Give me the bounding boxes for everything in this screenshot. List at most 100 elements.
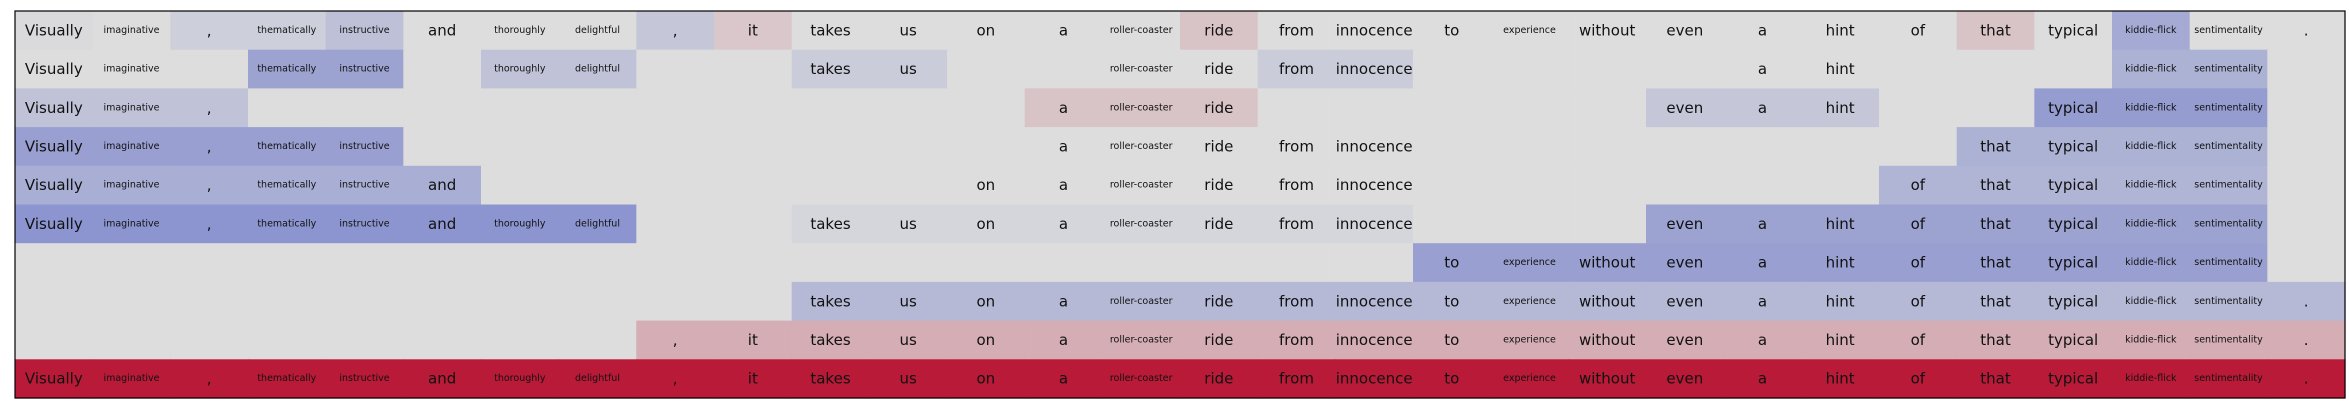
heatmap-cell bbox=[1024, 165, 1103, 206]
heatmap-cell bbox=[1024, 243, 1103, 283]
heatmap-cell bbox=[1413, 243, 1492, 283]
token-label: of bbox=[1911, 254, 1926, 272]
heatmap-cell bbox=[1723, 11, 1802, 51]
heatmap-cell bbox=[1180, 49, 1259, 89]
heatmap-cell bbox=[1335, 165, 1414, 206]
token-label: it bbox=[748, 370, 758, 388]
token-label: of bbox=[1911, 176, 1926, 194]
heatmap-cell bbox=[15, 11, 94, 51]
heatmap-cell bbox=[869, 204, 948, 244]
token-label: innocence bbox=[1336, 292, 1413, 310]
token-label: from bbox=[1279, 137, 1314, 155]
token-label: delightful bbox=[575, 64, 620, 75]
heatmap-cell bbox=[1024, 127, 1103, 167]
token-label: that bbox=[1980, 215, 2011, 233]
token-label: takes bbox=[810, 370, 850, 388]
heatmap-cell bbox=[92, 359, 171, 399]
heatmap-cell bbox=[1879, 165, 1958, 206]
heatmap-cell bbox=[558, 127, 637, 167]
heatmap-cell bbox=[1024, 88, 1103, 128]
token-label: roller-coaster bbox=[1110, 25, 1173, 36]
token-label: typical bbox=[2048, 137, 2098, 155]
heatmap-cell bbox=[1180, 281, 1259, 322]
token-label: takes bbox=[810, 60, 850, 78]
token-label: ride bbox=[1204, 292, 1233, 310]
heatmap-cell bbox=[1956, 320, 2035, 360]
token-label: ride bbox=[1204, 176, 1233, 194]
heatmap-cell bbox=[1490, 88, 1569, 128]
heatmap-cell bbox=[558, 359, 637, 399]
heatmap-cell bbox=[2034, 165, 2113, 206]
heatmap-cell bbox=[2112, 11, 2191, 51]
heatmap-cell bbox=[1568, 127, 1647, 167]
heatmap-cell bbox=[15, 243, 94, 283]
token-label: , bbox=[207, 21, 212, 39]
heatmap-cell bbox=[1180, 359, 1259, 399]
token-label: typical bbox=[2048, 331, 2098, 349]
heatmap-cell bbox=[15, 320, 94, 360]
token-label: typical bbox=[2048, 292, 2098, 310]
token-label: instructive bbox=[339, 180, 389, 191]
heatmap-cell bbox=[1180, 320, 1259, 360]
token-label: and bbox=[428, 176, 456, 194]
token-label: a bbox=[1758, 292, 1767, 310]
heatmap-cell bbox=[558, 320, 637, 360]
heatmap-cell bbox=[1646, 127, 1725, 167]
heatmap-cell bbox=[791, 11, 870, 51]
token-label: Visually bbox=[25, 137, 83, 155]
heatmap-cell bbox=[1413, 49, 1492, 89]
heatmap-cell bbox=[2034, 127, 2113, 167]
heatmap-cell bbox=[1180, 204, 1259, 244]
heatmap-cell bbox=[869, 243, 948, 283]
token-label: imaginative bbox=[103, 141, 159, 152]
token-label: thematically bbox=[257, 25, 316, 36]
heatmap-cell bbox=[248, 49, 327, 89]
heatmap-cell bbox=[791, 320, 870, 360]
heatmap-cell bbox=[2034, 243, 2113, 283]
heatmap-cell bbox=[403, 243, 482, 283]
heatmap-cell bbox=[1568, 243, 1647, 283]
heatmap-cell bbox=[481, 49, 560, 89]
heatmap-cell bbox=[2034, 11, 2113, 51]
heatmap-cell bbox=[947, 88, 1026, 128]
token-label: innocence bbox=[1336, 331, 1413, 349]
heatmap-cell bbox=[403, 11, 482, 51]
token-label: , bbox=[207, 370, 212, 388]
token-label: that bbox=[1980, 21, 2011, 39]
token-label: even bbox=[1666, 21, 1703, 39]
token-label: typical bbox=[2048, 370, 2098, 388]
heatmap-cell bbox=[15, 359, 94, 399]
token-label: from bbox=[1279, 331, 1314, 349]
heatmap-cell bbox=[2267, 243, 2346, 283]
heatmap-cell bbox=[1879, 127, 1958, 167]
token-label: experience bbox=[1503, 25, 1556, 36]
heatmap-cell bbox=[1413, 320, 1492, 360]
token-label: kiddie-flick bbox=[2125, 180, 2177, 191]
token-label: that bbox=[1980, 292, 2011, 310]
heatmap-cell bbox=[2112, 127, 2191, 167]
token-label: ride bbox=[1204, 21, 1233, 39]
token-label: innocence bbox=[1336, 137, 1413, 155]
token-label: hint bbox=[1826, 254, 1855, 272]
heatmap-cell bbox=[1568, 204, 1647, 244]
heatmap-cell bbox=[791, 281, 870, 322]
token-label: from bbox=[1279, 21, 1314, 39]
heatmap-cell bbox=[325, 204, 404, 244]
heatmap-cell bbox=[1102, 49, 1181, 89]
token-label: kiddie-flick bbox=[2125, 218, 2177, 229]
token-label: kiddie-flick bbox=[2125, 64, 2177, 75]
heatmap-cell bbox=[2189, 165, 2268, 206]
token-label: on bbox=[976, 331, 995, 349]
heatmap-cell bbox=[2112, 359, 2191, 399]
heatmap-cell bbox=[791, 127, 870, 167]
heatmap-cell bbox=[1879, 49, 1958, 89]
token-label: from bbox=[1279, 60, 1314, 78]
heatmap-cell bbox=[1723, 281, 1802, 322]
token-label: ride bbox=[1204, 60, 1233, 78]
token-label: that bbox=[1980, 176, 2011, 194]
token-label: a bbox=[1758, 331, 1767, 349]
heatmap-cell bbox=[1102, 243, 1181, 283]
heatmap-cell bbox=[947, 204, 1026, 244]
heatmap-cell bbox=[1723, 88, 1802, 128]
heatmap-cell bbox=[1257, 49, 1336, 89]
